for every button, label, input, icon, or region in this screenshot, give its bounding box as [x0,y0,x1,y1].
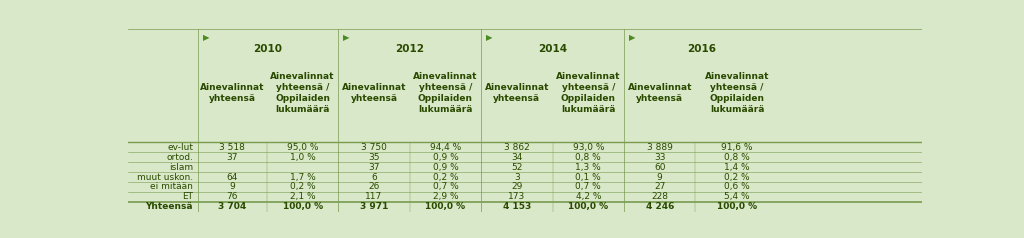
Text: 52: 52 [511,163,522,172]
Text: 27: 27 [654,183,666,191]
Text: 29: 29 [511,183,522,191]
Text: 35: 35 [369,153,380,162]
Text: ▶: ▶ [203,33,209,42]
Text: ▶: ▶ [486,33,493,42]
Text: 0,9 %: 0,9 % [432,153,459,162]
Text: muut uskon.: muut uskon. [137,173,194,182]
Text: 33: 33 [654,153,666,162]
Text: 1,7 %: 1,7 % [290,173,315,182]
Text: 3 704: 3 704 [218,202,247,211]
Text: 0,9 %: 0,9 % [432,163,459,172]
Text: 2,9 %: 2,9 % [432,192,459,201]
Text: 94,4 %: 94,4 % [430,143,461,152]
Text: 9: 9 [229,183,236,191]
Text: 6: 6 [371,173,377,182]
Text: 0,6 %: 0,6 % [724,183,750,191]
Text: ortod.: ortod. [166,153,194,162]
Text: 173: 173 [508,192,525,201]
Text: 1,4 %: 1,4 % [724,163,750,172]
Text: Ainevalinnat
yhteensä: Ainevalinnat yhteensä [484,83,549,103]
Text: 4,2 %: 4,2 % [575,192,601,201]
Text: 0,1 %: 0,1 % [575,173,601,182]
Text: 3: 3 [514,173,520,182]
Text: islam: islam [169,163,194,172]
Text: 34: 34 [511,153,522,162]
Text: 95,0 %: 95,0 % [287,143,318,152]
Text: 93,0 %: 93,0 % [572,143,604,152]
Text: 228: 228 [651,192,669,201]
Text: 2012: 2012 [395,44,424,54]
Text: 64: 64 [226,173,238,182]
Text: ev-lut: ev-lut [167,143,194,152]
Text: 100,0 %: 100,0 % [717,202,757,211]
Text: ▶: ▶ [343,33,349,42]
Text: 4 246: 4 246 [645,202,674,211]
Text: 5,4 %: 5,4 % [724,192,750,201]
Text: 117: 117 [366,192,383,201]
Text: ei mitään: ei mitään [151,183,194,191]
Text: 2,1 %: 2,1 % [290,192,315,201]
Text: 37: 37 [226,153,239,162]
Text: 0,2 %: 0,2 % [724,173,750,182]
Text: Ainevalinnat
yhteensä: Ainevalinnat yhteensä [628,83,692,103]
Text: Ainevalinnat
yhteensä /
Oppilaiden
lukumäärä: Ainevalinnat yhteensä / Oppilaiden lukum… [414,72,477,114]
Text: 1,3 %: 1,3 % [575,163,601,172]
Text: Ainevalinnat
yhteensä: Ainevalinnat yhteensä [342,83,407,103]
Text: 3 889: 3 889 [647,143,673,152]
Text: 2014: 2014 [538,44,567,54]
Text: 0,7 %: 0,7 % [575,183,601,191]
Text: Yhteensä: Yhteensä [145,202,194,211]
Text: 0,2 %: 0,2 % [290,183,315,191]
Text: 1,0 %: 1,0 % [290,153,315,162]
Text: 4 153: 4 153 [503,202,531,211]
Text: Ainevalinnat
yhteensä /
Oppilaiden
lukumäärä: Ainevalinnat yhteensä / Oppilaiden lukum… [270,72,335,114]
Text: 100,0 %: 100,0 % [425,202,466,211]
Text: 2010: 2010 [254,44,283,54]
Text: 0,2 %: 0,2 % [432,173,459,182]
Text: 26: 26 [369,183,380,191]
Text: Ainevalinnat
yhteensä: Ainevalinnat yhteensä [200,83,264,103]
Text: 3 750: 3 750 [361,143,387,152]
Text: 91,6 %: 91,6 % [721,143,753,152]
Text: ▶: ▶ [629,33,635,42]
Text: 9: 9 [656,173,663,182]
Text: 0,8 %: 0,8 % [575,153,601,162]
Text: 3 518: 3 518 [219,143,246,152]
Text: 60: 60 [654,163,666,172]
Text: 2016: 2016 [687,44,716,54]
Text: 37: 37 [369,163,380,172]
Text: 100,0 %: 100,0 % [568,202,608,211]
Text: Ainevalinnat
yhteensä /
Oppilaiden
lukumäärä: Ainevalinnat yhteensä / Oppilaiden lukum… [705,72,769,114]
Text: 3 971: 3 971 [359,202,388,211]
Text: 0,8 %: 0,8 % [724,153,750,162]
Text: 3 862: 3 862 [504,143,529,152]
Text: 0,7 %: 0,7 % [432,183,459,191]
Text: Ainevalinnat
yhteensä /
Oppilaiden
lukumäärä: Ainevalinnat yhteensä / Oppilaiden lukum… [556,72,621,114]
Text: ET: ET [182,192,194,201]
Text: 100,0 %: 100,0 % [283,202,323,211]
Text: 76: 76 [226,192,239,201]
